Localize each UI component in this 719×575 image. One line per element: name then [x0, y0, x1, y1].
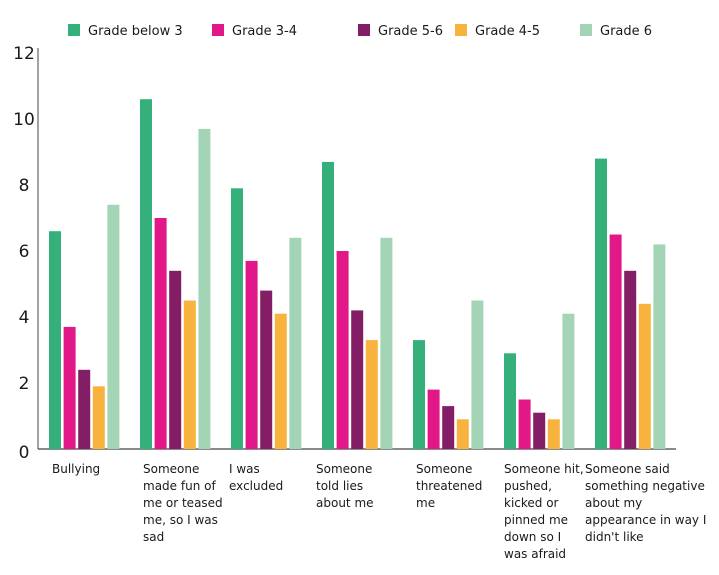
- bar-grade-5-6: [624, 270, 637, 449]
- legend-swatch: [455, 24, 467, 36]
- y-tick-label: 10: [13, 110, 35, 130]
- bar-grade-6: [471, 300, 484, 449]
- legend-swatch: [68, 24, 80, 36]
- bar-grade-6: [562, 313, 575, 449]
- bar-grade-6: [289, 237, 302, 449]
- bar-grade-6: [380, 237, 393, 449]
- bar-grade-below-3: [504, 353, 516, 449]
- bar-grade-below-3: [413, 340, 425, 449]
- bar-grade-4-5: [547, 419, 560, 449]
- legend-label: Grade below 3: [88, 24, 183, 39]
- category-label: Someone said something negative about my…: [585, 462, 707, 544]
- y-tick-label: 2: [19, 374, 30, 394]
- legend-label: Grade 3-4: [232, 24, 297, 39]
- bar-grade-5-6: [442, 406, 455, 449]
- category-label: Someone hit, pushed, kicked or pinned me…: [504, 462, 584, 561]
- bar-grade-5-6: [169, 270, 182, 449]
- bar-grade-below-3: [140, 99, 152, 449]
- category-label: Someone threatened me: [416, 462, 483, 510]
- bar-grade-4-5: [274, 313, 287, 449]
- bar-grade-5-6: [533, 412, 546, 449]
- legend-swatch: [358, 24, 370, 36]
- category-label: Someone made fun of me or teased me, so …: [143, 462, 223, 544]
- bar-grade-5-6: [260, 290, 273, 449]
- bar-grade-below-3: [322, 161, 334, 449]
- bar-grade-6: [653, 244, 666, 449]
- bar-grade-3-4: [63, 326, 76, 449]
- bar-grade-3-4: [245, 260, 258, 449]
- bar-grade-4-5: [638, 303, 651, 449]
- bar-grade-5-6: [78, 369, 91, 449]
- bar-grade-3-4: [154, 218, 167, 449]
- bar-grade-below-3: [595, 158, 607, 449]
- category-label: Bullying: [52, 462, 101, 476]
- y-tick-label: 12: [13, 44, 35, 64]
- y-tick-label: 8: [19, 176, 30, 196]
- bar-grade-3-4: [609, 234, 622, 449]
- bar-grade-6: [107, 204, 120, 449]
- y-tick-label: 4: [19, 308, 30, 328]
- legend-label: Grade 6: [600, 24, 652, 39]
- bar-grade-4-5: [365, 340, 378, 449]
- bar-grade-3-4: [518, 399, 531, 449]
- bar-grade-4-5: [456, 419, 469, 449]
- y-tick-label: 0: [19, 443, 30, 463]
- legend-swatch: [212, 24, 224, 36]
- bar-grade-below-3: [231, 188, 243, 450]
- bar-grade-4-5: [183, 300, 196, 449]
- legend-label: Grade 4-5: [475, 24, 540, 39]
- category-label: I was excluded: [229, 462, 284, 493]
- bar-grade-3-4: [336, 251, 349, 449]
- y-tick-label: 6: [19, 242, 30, 262]
- bar-grade-6: [198, 128, 211, 449]
- legend-label: Grade 5-6: [378, 24, 443, 39]
- category-label: Someone told lies about me: [316, 462, 374, 510]
- bar-grade-5-6: [351, 310, 364, 449]
- bar-grade-3-4: [427, 389, 440, 449]
- bar-grade-4-5: [92, 386, 105, 449]
- legend-swatch: [580, 24, 592, 36]
- bar-grade-below-3: [49, 231, 61, 449]
